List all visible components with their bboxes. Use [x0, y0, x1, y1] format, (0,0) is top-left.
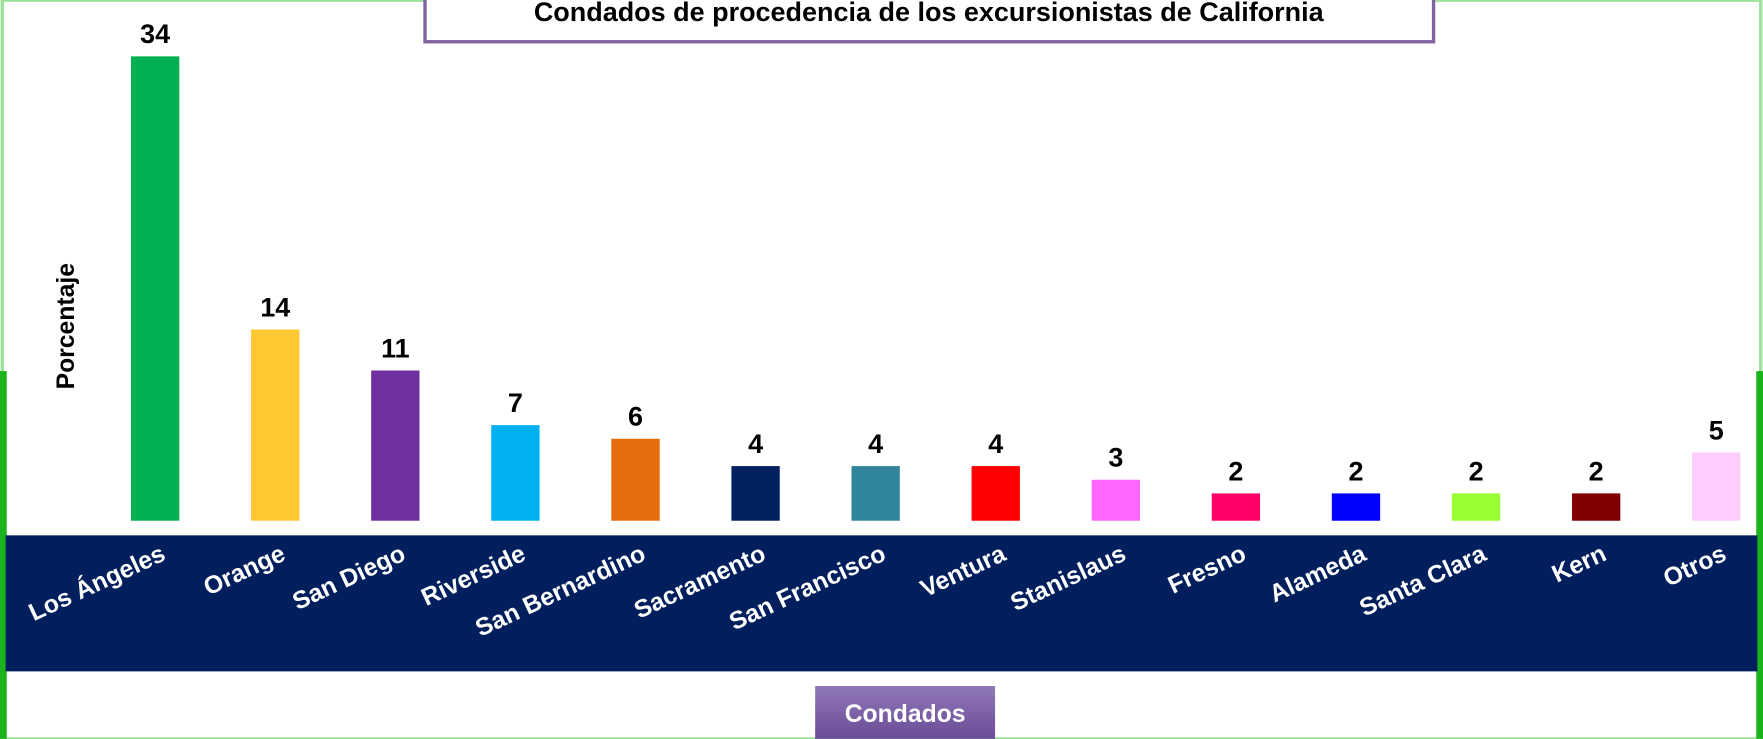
value-label: 11 — [381, 333, 410, 363]
bar — [1451, 493, 1501, 521]
y-axis-label: Porcentaje — [53, 263, 80, 389]
bar — [1211, 493, 1261, 521]
category-band — [5, 535, 1758, 672]
x-label-box — [815, 686, 996, 739]
value-label: 3 — [1108, 443, 1123, 473]
bar — [1571, 493, 1621, 521]
title-box — [423, 0, 1436, 44]
bar — [491, 425, 540, 521]
value-label: 2 — [1228, 456, 1243, 486]
value-label: 4 — [988, 429, 1003, 459]
value-label: 7 — [508, 388, 523, 418]
bar — [731, 466, 780, 521]
bar — [1331, 493, 1381, 521]
value-label: 5 — [1709, 415, 1724, 445]
bar — [611, 438, 660, 521]
x-axis-label: Condados — [845, 701, 966, 728]
bar — [1091, 479, 1140, 521]
bar — [130, 56, 180, 521]
chart-title: Condados de procedencia de los excursion… — [534, 0, 1325, 27]
bar — [971, 466, 1020, 521]
value-label: 2 — [1589, 456, 1604, 486]
value-label: 6 — [628, 402, 643, 432]
value-label: 4 — [748, 429, 763, 459]
bar — [851, 466, 900, 521]
bar — [371, 370, 420, 521]
bar — [1692, 452, 1741, 521]
value-label: 2 — [1348, 456, 1363, 486]
value-label: 2 — [1469, 456, 1484, 486]
value-label: 14 — [260, 292, 290, 322]
bar — [251, 329, 300, 521]
value-label: 4 — [868, 429, 883, 459]
value-label: 34 — [140, 19, 170, 49]
